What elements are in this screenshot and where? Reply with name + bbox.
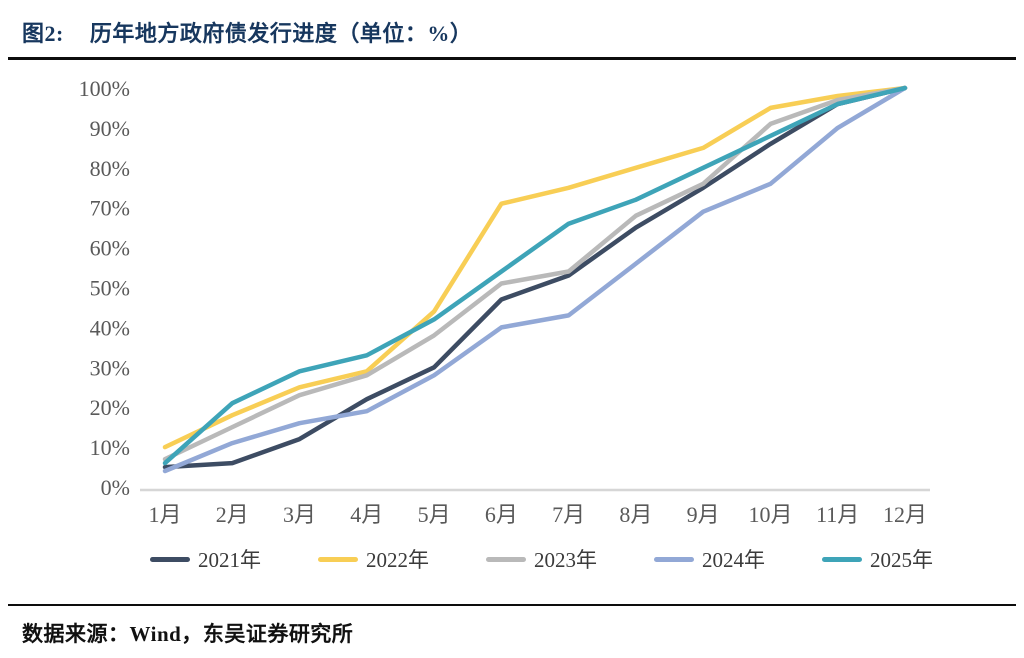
legend-label-2023: 2023年: [534, 548, 597, 572]
legend-label-2021: 2021年: [198, 548, 261, 572]
x-tick-label: 5月: [418, 502, 451, 527]
chart-legend: 2021年 2022年 2023年 2024年 2025年: [150, 544, 1024, 574]
figure-title: 图2: 历年地方政府债发行进度（单位：%）: [0, 0, 1024, 48]
legend-item-2025: 2025年: [822, 544, 933, 574]
series-line-2025年: [162, 85, 908, 466]
legend-label-2025: 2025年: [870, 548, 933, 572]
x-tick-label: 2月: [216, 502, 249, 527]
legend-item-2021: 2021年: [150, 544, 261, 574]
x-tick-label: 11月: [816, 502, 859, 527]
figure-title-text: 历年地方政府债发行进度（单位：%）: [89, 21, 473, 46]
y-tick-label: 50%: [90, 276, 130, 301]
y-tick-label: 0%: [101, 475, 130, 500]
legend-item-2024: 2024年: [654, 544, 765, 574]
legend-swatch-2022: [318, 556, 358, 562]
y-tick-label: 30%: [90, 355, 130, 380]
y-tick-label: 60%: [90, 236, 130, 261]
legend-label-2022: 2022年: [366, 548, 429, 572]
series-line-2024年: [162, 85, 908, 474]
y-tick-label: 90%: [90, 116, 130, 141]
y-tick-label: 10%: [90, 435, 130, 460]
legend-item-2023: 2023年: [486, 544, 597, 574]
series-line-2023年: [162, 85, 908, 462]
legend-label-2024: 2024年: [702, 548, 765, 572]
data-source: 数据来源：Wind，东吴证券研究所: [22, 622, 354, 646]
series-line-2022年: [162, 85, 908, 450]
x-tick-label: 3月: [283, 502, 316, 527]
bottom-divider: [8, 604, 1016, 606]
top-divider: [8, 57, 1016, 60]
y-tick-label: 40%: [90, 315, 130, 340]
legend-swatch-2021: [150, 556, 190, 562]
x-tick-label: 6月: [485, 502, 518, 527]
y-tick-label: 100%: [79, 76, 130, 101]
x-tick-label: 4月: [350, 502, 383, 527]
chart-area: 0% 10% 20% 30% 40% 50% 60% 70% 80% 90% 100% 1月 2月 3月 4…: [0, 60, 1024, 542]
x-tick-label: 12月: [883, 502, 927, 527]
series-line-2021年: [162, 85, 908, 470]
figure-number: 图2:: [22, 21, 64, 46]
y-tick-label: 80%: [90, 156, 130, 181]
y-tick-label: 70%: [90, 196, 130, 221]
x-tick-label: 8月: [619, 502, 652, 527]
x-tick-label: 1月: [148, 502, 181, 527]
legend-swatch-2025: [822, 556, 862, 562]
x-tick-label: 9月: [687, 502, 720, 527]
chart-svg: 0% 10% 20% 30% 40% 50% 60% 70% 80% 90% 100% 1月 2月 3月 4…: [79, 76, 930, 527]
y-tick-label: 20%: [90, 395, 130, 420]
x-tick-label: 7月: [552, 502, 585, 527]
legend-swatch-2023: [486, 556, 526, 562]
legend-item-2022: 2022年: [318, 544, 429, 574]
legend-swatch-2024: [654, 556, 694, 562]
x-tick-label: 10月: [748, 502, 792, 527]
